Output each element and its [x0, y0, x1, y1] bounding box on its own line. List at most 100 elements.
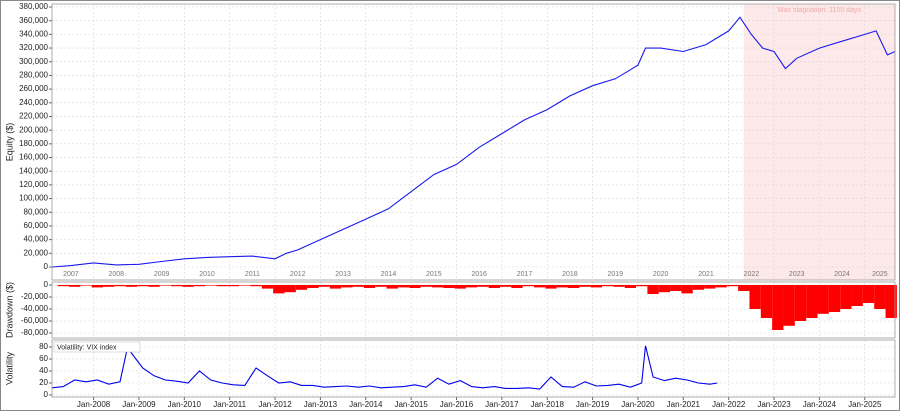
y-tick-label: 20,000: [24, 248, 49, 257]
period-label: 2023: [789, 271, 805, 278]
period-label: 2018: [562, 271, 578, 278]
plot-frame: [51, 339, 896, 398]
y-tick-label: 0: [44, 262, 49, 271]
drawdown-bar: [329, 285, 342, 289]
series-line: [51, 16, 896, 268]
drawdown-bar: [658, 285, 671, 293]
y-tick-label: 180,000: [19, 139, 48, 148]
drawdown-bar: [862, 285, 875, 303]
drawdown-bar: [125, 285, 138, 287]
period-label: 2007: [63, 271, 79, 278]
x-tick-label: Jan-2012: [258, 400, 292, 409]
y-tick-label: 80,000: [24, 207, 49, 216]
drawdown-bar: [363, 285, 376, 288]
period-label: 2012: [290, 271, 306, 278]
y-tick-label: 240,000: [19, 98, 48, 107]
x-tick-label: Jan-2024: [803, 400, 837, 409]
series-line: [51, 345, 718, 390]
period-label: 2024: [834, 271, 850, 278]
x-tick-label: Jan-2019: [576, 400, 610, 409]
period-label: 2019: [607, 271, 623, 278]
x-tick-label: Jan-2025: [848, 400, 882, 409]
x-tick-label: Jan-2009: [122, 400, 156, 409]
x-tick-label: Jan-2021: [667, 400, 701, 409]
period-label: 2016: [471, 271, 487, 278]
y-tick-label: -40,000: [21, 304, 49, 313]
drawdown-bar: [477, 285, 489, 287]
drawdown-bar: [590, 285, 603, 288]
x-tick-label: Jan-2017: [485, 400, 519, 409]
drawdown-bar: [488, 285, 500, 288]
drawdown-bar: [284, 285, 296, 293]
drawdown-bar: [874, 285, 886, 309]
plot-background: [52, 340, 895, 397]
drawdown-bar: [715, 285, 727, 288]
drawdown-bar: [431, 285, 444, 288]
drawdown-bar: [397, 285, 410, 288]
y-tick-label: -80,000: [21, 328, 49, 337]
plot-frame: [51, 281, 896, 339]
drawdown-bar: [307, 285, 319, 288]
period-label: 2010: [199, 271, 215, 278]
drawdown-bar: [295, 285, 308, 290]
y-tick-label: 340,000: [19, 29, 48, 38]
y-tick-label: 220,000: [19, 112, 48, 121]
period-label: 2009: [154, 271, 170, 278]
y-tick-label: 60: [39, 354, 48, 363]
y-tick-label: 260,000: [19, 84, 48, 93]
drawdown-bar: [250, 285, 262, 287]
drawdown-bar: [794, 285, 807, 321]
drawdown-bar: [69, 285, 81, 287]
drawdown-bar: [681, 285, 693, 294]
period-label: 2025: [872, 271, 888, 278]
y-tick-label: 40: [39, 366, 48, 375]
x-tick-label: Jan-2023: [757, 400, 791, 409]
drawdown-bar: [227, 285, 240, 287]
drawdown-bar: [817, 285, 829, 314]
y-tick-label: 320,000: [19, 43, 48, 52]
y-tick-label: -60,000: [21, 316, 49, 325]
drawdown-bar: [738, 285, 750, 291]
legend-label: Volatility: VIX index: [57, 344, 117, 351]
drawdown-bar: [454, 285, 466, 289]
drawdown-bar: [193, 285, 206, 287]
drawdown-bar: [704, 285, 716, 289]
period-label: 2017: [517, 271, 533, 278]
y-axis-label: Equity ($): [4, 123, 14, 162]
drawdown-bar: [692, 285, 705, 290]
x-tick-label: Jan-2011: [213, 400, 246, 409]
period-label: 2014: [381, 271, 397, 278]
period-label: 2008: [108, 271, 124, 278]
period-label: 2011: [245, 271, 260, 278]
y-axis-label: Volatility: [4, 351, 14, 385]
plot-frame: [51, 3, 896, 281]
drawdown-bar: [375, 285, 387, 287]
drawdown-bar: [216, 285, 228, 287]
drawdown-bar: [568, 285, 580, 288]
drawdown-bar: [851, 285, 863, 306]
drawdown-bar: [533, 285, 546, 288]
y-tick-label: 140,000: [19, 166, 48, 175]
drawdown-bar: [670, 285, 682, 291]
drawdown-bar: [91, 285, 104, 288]
y-tick-label: 80: [39, 342, 48, 351]
x-tick-label: Jan-2015: [394, 400, 428, 409]
x-tick-label: Jan-2018: [531, 400, 565, 409]
drawdown-bar: [726, 285, 739, 287]
drawdown-bar: [624, 285, 637, 288]
drawdown-bar: [57, 285, 70, 287]
y-axis-label: Drawdown ($): [4, 282, 14, 338]
y-tick-label: 0: [44, 280, 49, 289]
drawdown-bar: [556, 285, 569, 288]
stagnation-label: Max stagnation: 1100 days: [778, 7, 862, 14]
y-tick-label: 120,000: [19, 180, 48, 189]
drawdown-bar: [806, 285, 818, 318]
x-tick-label: Jan-2022: [712, 400, 746, 409]
drawdown-bar: [103, 285, 115, 287]
period-label: 2015: [426, 271, 442, 278]
y-tick-label: 300,000: [19, 57, 48, 66]
x-tick-label: Jan-2014: [349, 400, 383, 409]
drawdown-bar: [80, 285, 92, 286]
drawdown-bar: [602, 285, 614, 287]
y-tick-label: 100,000: [19, 194, 48, 203]
